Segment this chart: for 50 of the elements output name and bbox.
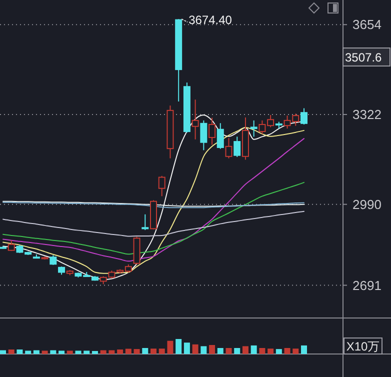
bar — [167, 340, 174, 354]
bar — [250, 345, 257, 354]
bar — [142, 348, 148, 354]
bar — [209, 345, 216, 354]
bar — [50, 350, 56, 354]
bar — [8, 350, 14, 354]
bar — [58, 350, 65, 354]
text: 3507.6 — [345, 50, 382, 64]
bar — [66, 350, 73, 354]
bar — [242, 346, 248, 354]
bar — [268, 348, 274, 354]
bar — [75, 350, 82, 354]
bar — [276, 349, 282, 354]
text: X10万 — [346, 340, 380, 354]
y-tick-label: 2990 — [352, 196, 382, 212]
line-series — [2, 138, 304, 262]
bar — [100, 350, 106, 354]
bar — [134, 349, 140, 354]
bar — [84, 350, 90, 354]
line-series — [2, 210, 304, 237]
bar — [217, 348, 224, 354]
bar — [150, 348, 156, 354]
bar — [226, 348, 232, 354]
bar — [16, 350, 23, 354]
y-tick-label: 3322 — [352, 106, 382, 122]
bar — [259, 348, 266, 354]
bar — [284, 348, 290, 354]
candlestick — [192, 99, 199, 140]
bar — [42, 350, 48, 354]
bar — [25, 350, 32, 354]
bar — [184, 342, 190, 354]
bar — [192, 344, 198, 354]
bar — [33, 350, 40, 354]
y-tick-label: 2691 — [352, 278, 382, 293]
annotation: 3674.40 — [188, 13, 232, 28]
bar — [92, 351, 98, 354]
bar — [0, 350, 6, 354]
line-series — [2, 182, 304, 255]
bar — [158, 348, 165, 354]
bar — [117, 350, 124, 354]
bar — [234, 348, 240, 354]
bar — [301, 345, 307, 354]
bar — [176, 339, 182, 354]
bar — [200, 346, 207, 354]
y-tick-label: 3654 — [352, 17, 382, 32]
bar — [292, 348, 299, 354]
candlestick — [208, 117, 216, 146]
candlestick — [166, 105, 174, 159]
bar — [108, 350, 115, 354]
bar — [125, 348, 132, 354]
